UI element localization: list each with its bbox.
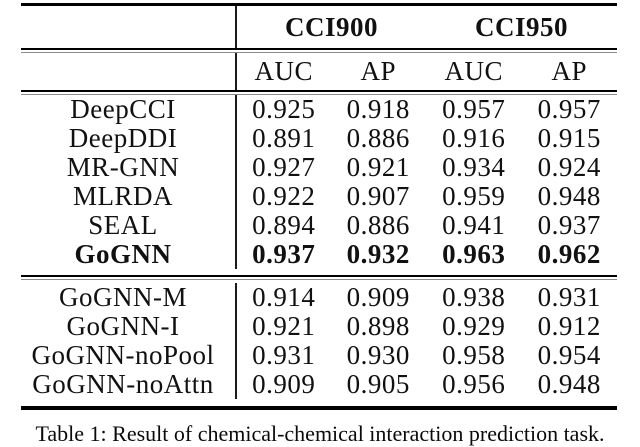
value-cell: 0.918: [346, 94, 410, 124]
value-cell: 0.931: [537, 282, 601, 312]
value-cell: 0.932: [346, 239, 410, 269]
value-cell: 0.937: [235, 240, 331, 269]
value-cell: 0.916: [442, 123, 506, 153]
table-section-ablations: GoGNN-M 0.914 0.909 0.938 0.931 GoGNN-I 0.921 0…: [21, 280, 617, 406]
value-cell: 0.958: [442, 340, 506, 370]
value-cell: 0.921: [235, 312, 331, 341]
value-cell: 0.937: [537, 210, 601, 240]
value-cell: 0.925: [235, 95, 331, 124]
method-cell: GoGNN-I: [66, 311, 180, 341]
value-cell: 0.929: [442, 311, 506, 341]
value-cell: 0.905: [346, 369, 410, 399]
value-cell: 0.912: [537, 311, 601, 341]
value-cell: 0.948: [537, 369, 601, 399]
table-row: MR-GNN 0.927 0.921 0.934 0.924: [21, 153, 617, 182]
value-cell: 0.957: [442, 94, 506, 124]
method-cell: GoGNN-noPool: [31, 340, 215, 370]
metric-header-auc-1: AUC: [235, 53, 331, 90]
group-header-row: CCI900 CCI950: [21, 6, 617, 48]
table-row: DeepCCI 0.925 0.918 0.957 0.957: [21, 95, 617, 124]
method-cell: SEAL: [88, 210, 158, 240]
value-cell: 0.948: [537, 181, 601, 211]
value-cell: 0.886: [346, 210, 410, 240]
value-cell: 0.954: [537, 340, 601, 370]
method-cell: GoGNN-noAttn: [32, 369, 214, 399]
table-row: SEAL 0.894 0.886 0.941 0.937: [21, 211, 617, 240]
value-cell: 0.963: [442, 239, 506, 269]
table-row: GoGNN-noPool 0.931 0.930 0.958 0.954: [21, 341, 617, 370]
value-cell: 0.898: [346, 311, 410, 341]
value-cell: 0.956: [442, 369, 506, 399]
value-cell: 0.922: [235, 182, 331, 211]
value-cell: 0.934: [442, 152, 506, 182]
table-row: GoGNN 0.937 0.932 0.963 0.962: [21, 240, 617, 269]
value-cell: 0.907: [346, 181, 410, 211]
table-row: GoGNN-noAttn 0.909 0.905 0.956 0.948: [21, 370, 617, 399]
value-cell: 0.915: [537, 123, 601, 153]
value-cell: 0.927: [235, 153, 331, 182]
metric-header-auc-2: AUC: [444, 56, 503, 86]
method-cell: MR-GNN: [66, 152, 180, 182]
table-rule-between-sections: [21, 275, 617, 280]
table-rule-under-groups: [21, 48, 617, 53]
metric-header-ap-2: AP: [551, 56, 587, 86]
group-header-cci950: CCI950: [474, 11, 568, 42]
table-caption: Table 1: Result of chemical-chemical int…: [35, 421, 605, 446]
table-row: GoGNN-I 0.921 0.898 0.929 0.912: [21, 312, 617, 341]
method-cell: GoGNN-M: [59, 282, 187, 312]
value-cell: 0.957: [537, 94, 601, 124]
value-cell: 0.914: [235, 283, 331, 312]
value-cell: 0.894: [235, 211, 331, 240]
table-rule-top: [21, 3, 617, 6]
group-header-cci900: CCI900: [235, 6, 426, 48]
method-cell: DeepDDI: [68, 123, 178, 153]
value-cell: 0.959: [442, 181, 506, 211]
metric-header-row: AUC AP AUC AP: [21, 53, 617, 90]
method-cell: DeepCCI: [70, 94, 176, 124]
table-row: GoGNN-M 0.914 0.909 0.938 0.931: [21, 283, 617, 312]
value-cell: 0.941: [442, 210, 506, 240]
method-cell: GoGNN: [74, 239, 172, 269]
value-cell: 0.909: [346, 282, 410, 312]
table-row: DeepDDI 0.891 0.886 0.916 0.915: [21, 124, 617, 153]
table-rule-bottom: [21, 406, 617, 410]
method-cell: MLRDA: [72, 181, 173, 211]
value-cell: 0.938: [442, 282, 506, 312]
value-cell: 0.891: [235, 124, 331, 153]
metric-header-ap-1: AP: [360, 56, 396, 86]
value-cell: 0.962: [537, 239, 601, 269]
value-cell: 0.886: [346, 123, 410, 153]
value-cell: 0.924: [537, 152, 601, 182]
value-cell: 0.909: [235, 370, 331, 399]
value-cell: 0.931: [235, 341, 331, 370]
results-table: CCI900 CCI950 AUC AP AUC AP DeepCCI 0.925…: [21, 0, 617, 410]
table-row: MLRDA 0.922 0.907 0.959 0.948: [21, 182, 617, 211]
table-rule-under-metrics: [21, 90, 617, 95]
table-section-baselines: DeepCCI 0.925 0.918 0.957 0.957 DeepDDI 0.891 0…: [21, 95, 617, 275]
value-cell: 0.921: [346, 152, 410, 182]
value-cell: 0.930: [346, 340, 410, 370]
